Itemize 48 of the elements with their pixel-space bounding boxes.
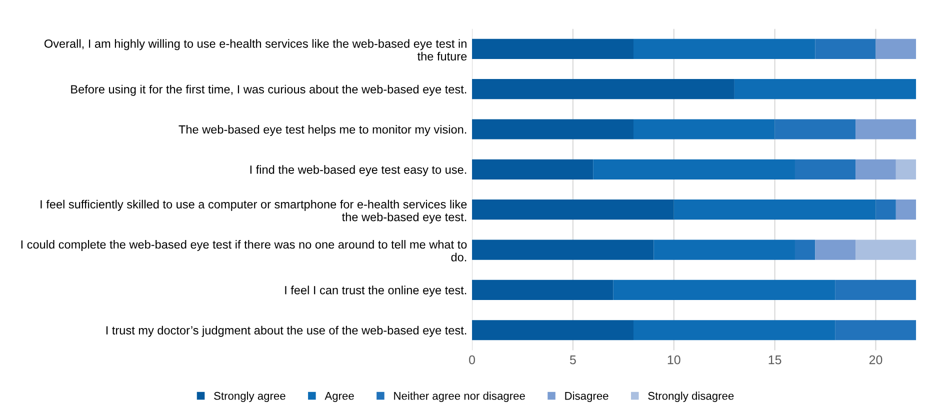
bar <box>654 240 795 260</box>
bar <box>472 200 674 220</box>
y-tick-label: I could complete the web-based eye test if there was no one around to tell me what to do. <box>21 240 467 262</box>
bar <box>794 240 816 260</box>
bar <box>835 320 916 340</box>
y-tick-label: I trust my doctor’s judgment about the use of the web-based eye test. <box>106 326 466 337</box>
bar <box>472 119 634 140</box>
bar <box>634 119 775 140</box>
bar <box>876 38 916 59</box>
bar <box>896 159 916 180</box>
legend-label: Strongly disagree <box>648 392 734 402</box>
bar <box>674 200 876 220</box>
y-tick-label: I find the web-based eye test easy to use. <box>250 165 466 176</box>
y-tick-label: I feel I can trust the online eye test. <box>285 286 466 297</box>
bar <box>856 240 916 260</box>
bar <box>794 159 856 180</box>
bar <box>593 159 795 180</box>
bar <box>634 38 816 59</box>
bar <box>774 119 856 140</box>
bar <box>896 200 916 220</box>
legend-label: Strongly agree <box>214 392 286 402</box>
y-tick-label: Overall, I am highly willing to use e-health services like the web-based eye test in the future <box>44 39 467 61</box>
bar <box>856 159 896 180</box>
bar <box>815 240 856 260</box>
legend-label: Neither agree nor disagree <box>394 392 525 402</box>
legend-label: Agree <box>324 392 354 402</box>
bar <box>613 280 836 300</box>
bar <box>472 79 734 100</box>
y-tick-label: I feel sufficiently skilled to use a computer or smartphone for e-health services like the web-based eye test. <box>40 200 467 224</box>
bar <box>856 119 916 140</box>
x-tick-label: 0 <box>469 355 476 364</box>
bar <box>835 280 916 300</box>
bar <box>734 79 916 100</box>
bar <box>472 280 614 300</box>
bar <box>472 240 654 260</box>
x-tick-label: 20 <box>869 355 882 364</box>
legend-label: Disagree <box>565 392 608 402</box>
x-tick-label: 15 <box>768 356 782 364</box>
bar <box>472 38 634 59</box>
bar <box>634 320 836 340</box>
x-tick-label: 5 <box>570 356 576 364</box>
bar <box>472 159 594 180</box>
y-tick-label: The web-based eye test helps me to monitor my vision. <box>178 124 466 136</box>
y-tick-label: Before using it for the first time, I was curious about the web-based eye test. <box>71 84 466 96</box>
x-tick-label: 10 <box>668 355 680 364</box>
bar <box>472 320 634 340</box>
bar <box>876 200 896 220</box>
bar <box>815 38 876 59</box>
